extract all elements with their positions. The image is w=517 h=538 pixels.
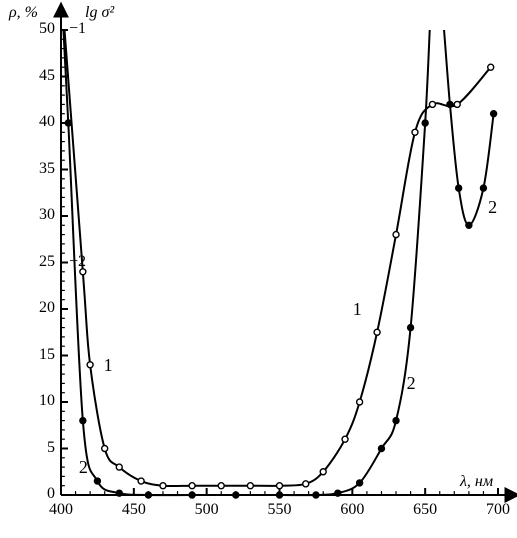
- x-tick-label: 600: [332, 501, 372, 519]
- y-axis-label: ρ, %: [9, 4, 38, 22]
- curve-1-marker: [454, 101, 460, 107]
- x-tick-label: 400: [41, 501, 81, 519]
- curve-2-label: 2: [79, 457, 88, 478]
- y-tick-label: 35: [19, 160, 55, 178]
- y-tick-label: 40: [19, 113, 55, 131]
- x-tick-label: 550: [260, 501, 300, 519]
- curve-2-marker: [393, 418, 399, 424]
- curve-1-marker: [218, 483, 224, 489]
- curve-1-marker: [247, 483, 253, 489]
- y-tick-label: 10: [19, 392, 55, 410]
- curve-2-marker: [466, 222, 472, 228]
- y-tick-label: 0: [19, 485, 55, 503]
- curve-2-marker: [116, 490, 122, 496]
- x-tick-label: 450: [114, 501, 154, 519]
- curve-2-marker: [335, 490, 341, 496]
- y-secondary-axis-label: lg σ²: [85, 4, 114, 22]
- y-tick-label: 15: [19, 346, 55, 364]
- curve-2-marker: [233, 492, 239, 498]
- curve-2-marker: [378, 446, 384, 452]
- curve-2-marker: [80, 418, 86, 424]
- curve-2-marker: [447, 101, 453, 107]
- x-tick-label: 500: [187, 501, 227, 519]
- curve-2-marker: [94, 478, 100, 484]
- y-tick-label: 25: [19, 253, 55, 271]
- curve-1-marker: [374, 329, 380, 335]
- y2-tick-label: −1: [69, 20, 86, 38]
- curve-1-marker: [277, 483, 283, 489]
- curve-2-marker: [189, 492, 195, 498]
- curve-2-marker: [313, 492, 319, 498]
- curve-2-label: 2: [488, 197, 497, 218]
- curve-1-marker: [412, 129, 418, 135]
- y-tick-label: 50: [19, 20, 55, 38]
- curve-1-marker: [160, 483, 166, 489]
- curve-1-label: 1: [104, 355, 113, 376]
- y-tick-label: 5: [19, 439, 55, 457]
- curve-1-label: 1: [353, 299, 362, 320]
- curve-2-label: 2: [407, 373, 416, 394]
- curve-2-marker: [65, 120, 71, 126]
- x-axis-label: λ, нм: [460, 473, 493, 491]
- curve-1-marker: [87, 362, 93, 368]
- x-tick-label: 650: [405, 501, 445, 519]
- curve-1-marker: [488, 64, 494, 70]
- curve-1-marker: [357, 399, 363, 405]
- y-tick-label: 45: [19, 67, 55, 85]
- curve-1-marker: [342, 436, 348, 442]
- y2-tick-label: −2: [69, 253, 86, 271]
- curve-2-marker: [456, 185, 462, 191]
- x-tick-label: 700: [478, 501, 517, 519]
- curve-2-marker: [422, 120, 428, 126]
- curve-2-marker: [408, 325, 414, 331]
- y-tick-label: 20: [19, 299, 55, 317]
- curve-1-marker: [116, 464, 122, 470]
- curve-1-marker: [320, 469, 326, 475]
- curve-2-marker: [480, 185, 486, 191]
- curve-1-marker: [138, 478, 144, 484]
- curve-1-marker: [429, 101, 435, 107]
- curve-1-marker: [102, 446, 108, 452]
- curve-1-marker: [393, 232, 399, 238]
- curve-1-marker: [303, 481, 309, 487]
- curve-2-marker: [145, 492, 151, 498]
- y-tick-label: 30: [19, 206, 55, 224]
- curve-2-marker: [491, 111, 497, 117]
- curve-1-marker: [189, 483, 195, 489]
- curve-2-marker: [277, 492, 283, 498]
- curve-2-marker: [357, 480, 363, 486]
